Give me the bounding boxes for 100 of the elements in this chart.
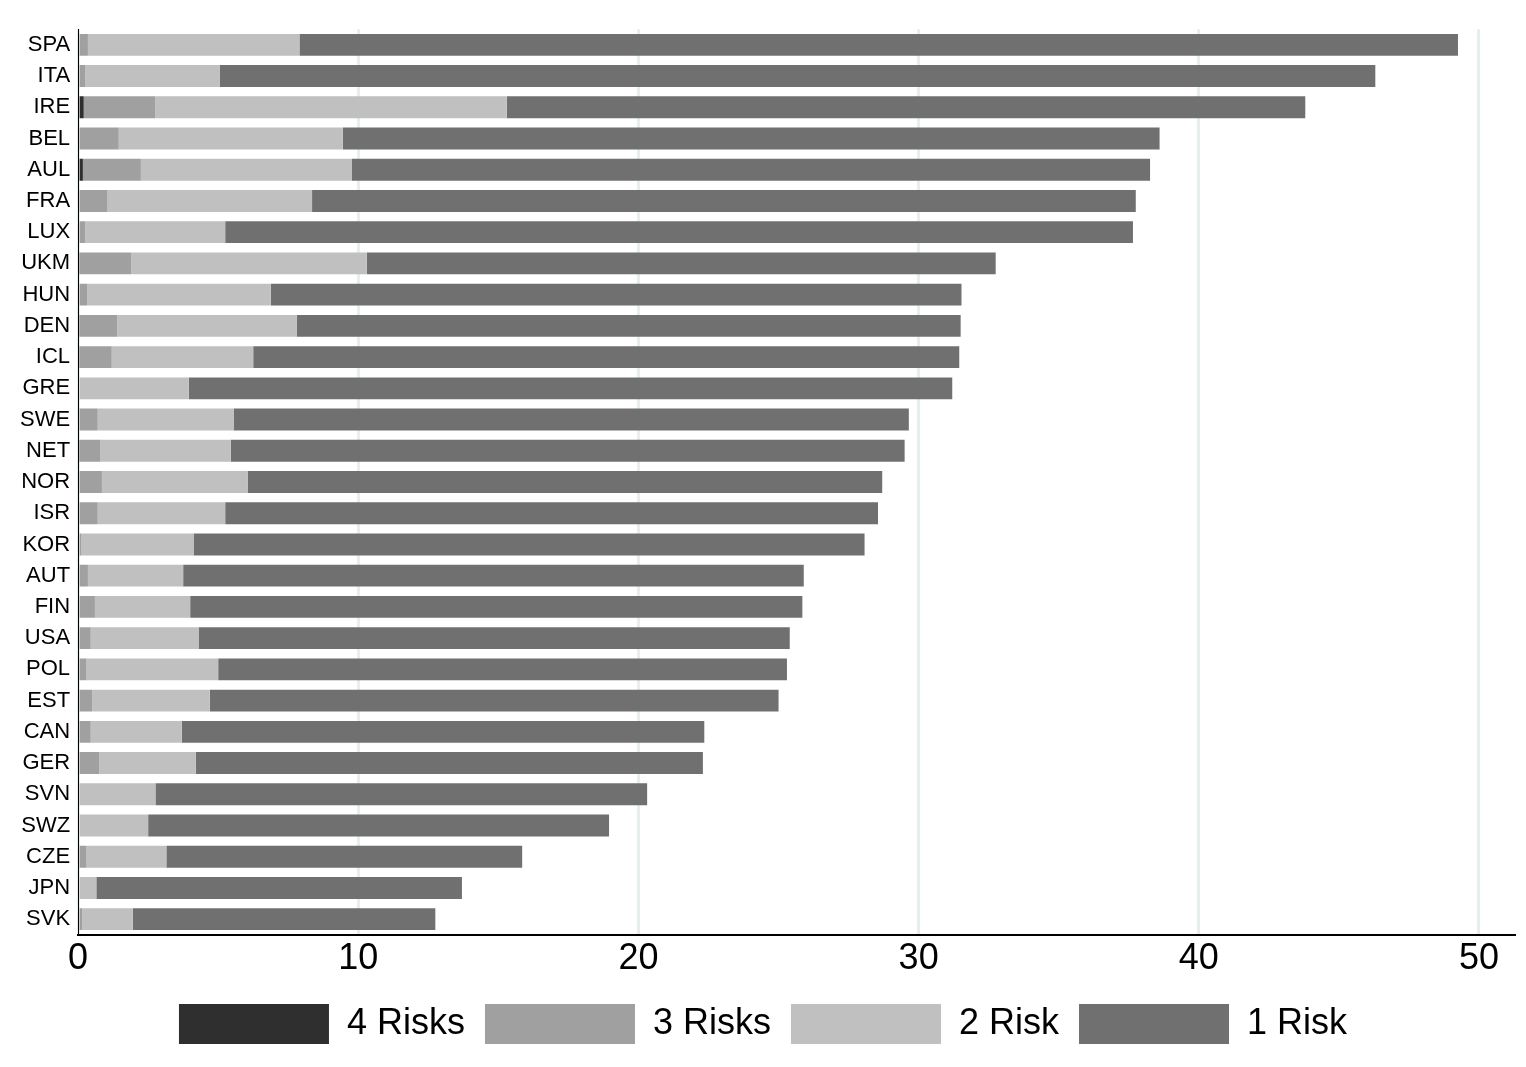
bar (79, 96, 84, 119)
bar (94, 595, 191, 618)
y-tick-label: BEL (28, 124, 71, 150)
y-tick-label: SPA (27, 30, 71, 56)
y-tick-label: GER (22, 749, 71, 775)
bar (79, 377, 189, 400)
bar (253, 346, 960, 369)
bar (79, 783, 156, 806)
legend-label: 1 Risk (1247, 1000, 1349, 1042)
bar (155, 783, 648, 806)
bar (79, 33, 88, 56)
bar (506, 96, 1306, 119)
bar (218, 658, 787, 681)
bar (85, 221, 226, 244)
bar (90, 627, 199, 650)
bar (247, 471, 883, 493)
y-tick-label: LUX (27, 218, 71, 244)
bar (82, 908, 133, 931)
y-tick-label: POL (26, 655, 71, 681)
bar (188, 377, 953, 400)
bar (230, 439, 905, 462)
bar (233, 408, 909, 431)
bar (79, 752, 100, 774)
y-tick-label: DEN (23, 311, 71, 337)
bar (209, 689, 779, 712)
y-tick-label: NOR (21, 468, 71, 494)
bar (107, 190, 313, 212)
y-tick-label: ITA (37, 62, 71, 88)
bar (193, 533, 865, 556)
bar (87, 564, 184, 587)
bar (342, 127, 1160, 150)
y-tick-label: SWE (19, 405, 71, 431)
x-tick-label: 30 (898, 936, 939, 978)
bar (83, 96, 156, 119)
y-tick-label: CZE (26, 842, 71, 868)
x-tick-label: 50 (1458, 936, 1499, 978)
y-tick-label: SVN (24, 780, 71, 806)
bar (296, 314, 961, 337)
bar (131, 252, 367, 275)
y-tick-label: SWZ (21, 811, 71, 837)
bar (79, 408, 98, 431)
y-tick-label: ISR (33, 499, 71, 525)
bar (79, 221, 86, 244)
bar (81, 533, 194, 556)
bar (79, 439, 101, 462)
bar (270, 283, 962, 306)
y-tick-label: AUL (27, 155, 71, 181)
y-tick-label: KOR (22, 530, 71, 556)
y-tick-label: AUT (26, 561, 71, 587)
bar (101, 471, 248, 493)
bar (92, 689, 210, 712)
bar (82, 158, 141, 181)
y-tick-label: NET (26, 436, 71, 462)
legend-label: 4 Risks (346, 1000, 465, 1042)
bar (79, 283, 88, 306)
bar (79, 627, 91, 650)
y-tick-label: CAN (23, 717, 71, 743)
y-tick-label: UKM (21, 249, 71, 275)
bar (111, 346, 254, 369)
bar (195, 752, 703, 774)
bar (181, 720, 705, 743)
bar (79, 502, 98, 525)
bar (86, 658, 219, 681)
legend-label: 2 Risk (959, 1000, 1061, 1042)
bar (190, 595, 803, 618)
bar (100, 439, 231, 462)
bar (87, 33, 300, 56)
y-tick-label: JPN (28, 874, 71, 900)
bar (99, 752, 196, 774)
bar (79, 127, 119, 150)
bar (79, 158, 83, 181)
x-tick-label: 10 (338, 936, 379, 978)
bar (97, 502, 226, 525)
y-tick-label: USA (24, 624, 71, 650)
bar (79, 595, 95, 618)
bar (225, 502, 879, 525)
bar (97, 408, 234, 431)
bar (96, 877, 462, 899)
bar (140, 158, 352, 181)
bar (166, 845, 523, 868)
bar (79, 720, 91, 743)
bar (85, 65, 220, 87)
bar (79, 845, 87, 868)
y-tick-label: FRA (26, 187, 71, 213)
bar (198, 627, 790, 650)
y-tick-label: SVK (26, 905, 71, 931)
y-tick-label: GRE (22, 374, 71, 400)
bar (86, 845, 167, 868)
y-tick-label: HUN (22, 280, 71, 306)
bar (79, 190, 108, 212)
x-tick-label: 0 (68, 936, 89, 978)
bar (132, 908, 436, 931)
bar (79, 814, 149, 837)
bar (155, 96, 507, 119)
bar (90, 720, 182, 743)
bar (87, 283, 271, 306)
x-tick-label: 40 (1178, 936, 1219, 978)
bar (79, 314, 118, 337)
legend-label: 3 Risks (652, 1000, 772, 1042)
bar (118, 127, 343, 150)
